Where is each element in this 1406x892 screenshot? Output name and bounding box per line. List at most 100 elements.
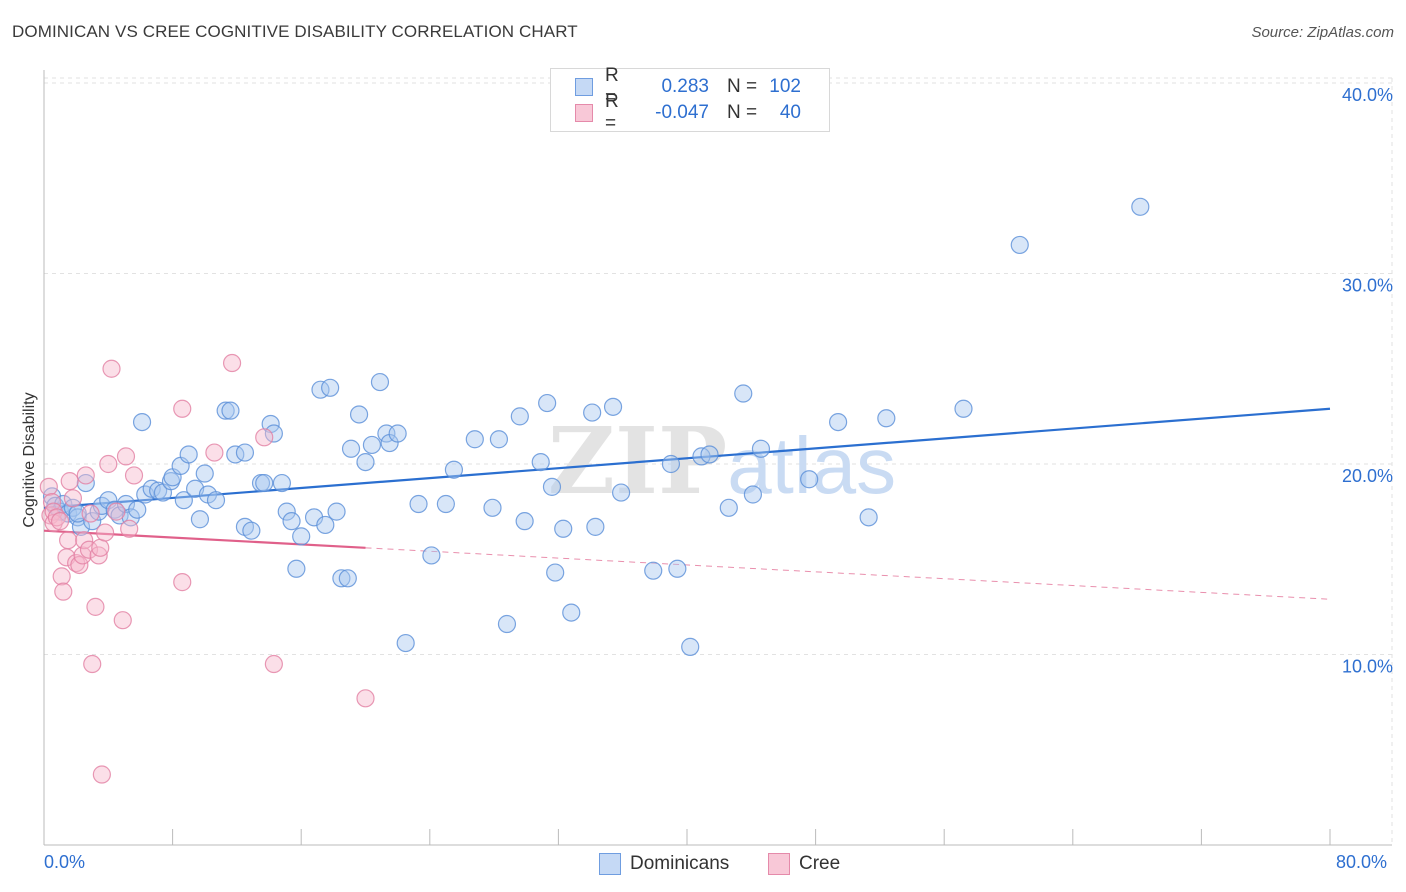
r-value: 0.283 (661, 76, 709, 97)
dominicans-point (63, 498, 83, 517)
dominicans-point (349, 405, 369, 424)
cree-point (205, 443, 224, 462)
cree-point (173, 573, 192, 592)
dominicans-point (603, 397, 623, 416)
dominicans-point (356, 452, 375, 472)
cree-legend-swatch (768, 853, 790, 875)
dominicans-point (611, 483, 631, 502)
dominicans-point (179, 445, 198, 464)
cree-point (76, 466, 95, 485)
cree-point (86, 597, 105, 616)
dominicans-point (116, 494, 136, 514)
dominicans-point (700, 445, 719, 464)
cree-point (83, 654, 102, 674)
y-tick-label: 40.0% (1342, 85, 1393, 105)
dominicans-point (327, 502, 346, 521)
cree-point (39, 477, 58, 496)
dominicans-swatch (575, 78, 593, 96)
dominicans-point (497, 614, 517, 634)
cree-point (102, 359, 121, 378)
dominicans-point (465, 430, 484, 449)
dominicans-point (341, 439, 361, 458)
dominicans-point (190, 510, 210, 529)
dominicans-point (422, 546, 441, 565)
n-value: 102 (769, 76, 801, 97)
watermark: ZIPatlas (548, 407, 896, 515)
dominicans-point (396, 633, 415, 653)
cree-point (99, 454, 118, 474)
dominicans-point (515, 512, 534, 531)
dominicans-point (644, 561, 663, 580)
dominicans-point (829, 412, 848, 432)
dominicans-point (128, 500, 147, 519)
dominicans-point (71, 517, 91, 536)
r-value: -0.047 (655, 102, 709, 123)
dominicans-point (242, 521, 261, 540)
source-label: Source: ZipAtlas.com (1251, 24, 1394, 41)
dominicans-point (877, 409, 896, 428)
cree-point (255, 428, 274, 447)
n-value: 40 (779, 102, 801, 123)
cree-point (59, 531, 78, 550)
cree-point (44, 513, 63, 533)
dominicans-point (388, 424, 407, 443)
dominicans-point (174, 491, 193, 510)
dominicans-point (734, 384, 753, 403)
dominicans-point (76, 473, 95, 493)
dominicans-point (277, 502, 296, 521)
dominicans-point (255, 473, 274, 493)
dominicans-point (221, 401, 240, 420)
stats-legend: R = 0.283 N = 102 R = -0.047 N = 40 (550, 65, 830, 134)
dominicans-point (370, 372, 390, 392)
cree-point (113, 611, 132, 630)
dominicans-point (332, 569, 351, 588)
dominicans-point (554, 519, 573, 538)
cree-point (92, 765, 111, 784)
cree-point (67, 553, 86, 573)
y-tick-label: 10.0% (1342, 657, 1393, 677)
dominicans-point (583, 403, 602, 422)
dominicans-point (542, 477, 562, 496)
n-label: N = (727, 102, 758, 123)
cree-point (95, 523, 115, 542)
r-label: R = (605, 91, 619, 134)
dominicans-point (546, 563, 565, 582)
dominicans-point (681, 637, 700, 656)
cree-point (116, 447, 136, 466)
dominicans-legend-swatch (599, 853, 621, 875)
dominicans-point (195, 464, 214, 483)
y-tick-label: 30.0% (1342, 276, 1393, 296)
dominicans-point (859, 508, 878, 527)
cree-trend-extension (365, 547, 1331, 600)
dominicans-point (751, 439, 771, 458)
dominicans-point (668, 559, 687, 578)
dominicans-point (272, 473, 292, 493)
dominicans-point (235, 443, 255, 462)
x-tick-label-min: 0.0% (44, 852, 86, 872)
y-tick-labels: 10.0% 20.0% 30.0% 40.0% (1342, 85, 1393, 677)
dominicans-point (142, 479, 161, 498)
dominicans-point (436, 494, 455, 514)
dominicans-point (292, 527, 311, 546)
dominicans-point (586, 517, 605, 536)
dominicans-point (1010, 235, 1029, 255)
dominicans-point (282, 512, 301, 531)
dominicans-point (483, 498, 502, 517)
dominicans-point (287, 559, 306, 578)
cree-point (79, 540, 99, 559)
dominicans-point (338, 569, 357, 588)
dominicans-point (1131, 197, 1150, 216)
dominicans-point (510, 407, 529, 426)
legend-row-cree: R = -0.047 N = 40 (575, 91, 801, 134)
dominicans-point (321, 378, 340, 397)
legend-row-dominicans: R = 0.283 N = 102 (575, 65, 801, 108)
dominicans-point (531, 452, 550, 472)
dominicans-point (316, 515, 335, 535)
dominicans-point (132, 412, 152, 432)
dominicans-point (538, 393, 557, 413)
cree-point (124, 466, 144, 485)
cree-point (52, 567, 71, 586)
legend-label: Cree (799, 853, 841, 874)
cree-swatch (575, 104, 593, 122)
dominicans-point (661, 454, 681, 474)
